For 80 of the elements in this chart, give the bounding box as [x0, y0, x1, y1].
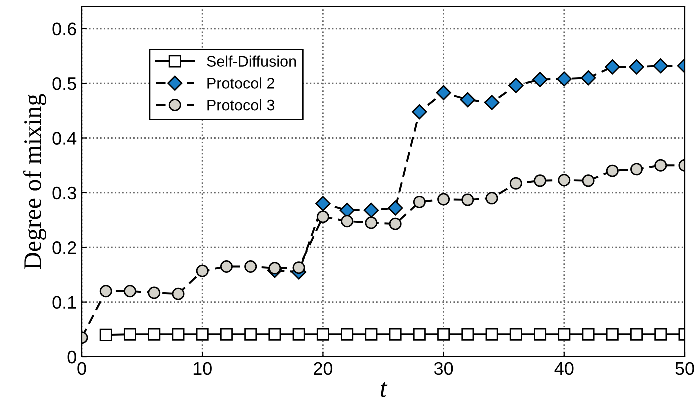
point — [172, 288, 185, 300]
x-tick-label: 50 — [676, 362, 694, 376]
point — [365, 216, 378, 230]
point — [510, 328, 522, 341]
point — [629, 60, 644, 75]
point — [438, 193, 450, 206]
y-tick-label: 0 — [68, 350, 76, 364]
point — [606, 164, 619, 178]
point — [412, 104, 428, 120]
point — [413, 328, 426, 341]
y-tick-label: 0.5 — [52, 77, 76, 90]
point — [436, 85, 452, 100]
point — [196, 328, 209, 341]
point — [172, 328, 185, 341]
point — [534, 174, 547, 188]
point — [124, 285, 136, 298]
point — [148, 328, 161, 341]
point — [100, 328, 112, 342]
point — [462, 194, 474, 206]
point — [316, 328, 330, 341]
point — [244, 260, 258, 274]
point — [268, 328, 282, 341]
point — [654, 328, 668, 341]
point — [558, 328, 571, 341]
point — [365, 328, 378, 341]
point — [316, 196, 331, 212]
y-tick-label: 0.3 — [52, 186, 76, 200]
point — [630, 328, 644, 341]
point — [316, 210, 330, 224]
point — [605, 60, 620, 75]
x-tick-label: 30 — [434, 362, 454, 376]
point — [653, 58, 668, 74]
point — [462, 328, 474, 341]
point — [486, 328, 498, 341]
point — [388, 200, 404, 216]
point — [220, 260, 233, 274]
point — [484, 95, 500, 110]
point — [100, 285, 112, 298]
point — [630, 163, 644, 176]
legend-label: Protocol 2 — [208, 78, 274, 89]
point — [196, 264, 209, 278]
point — [124, 328, 136, 341]
point — [460, 92, 476, 108]
point — [508, 78, 524, 94]
x-tick-label: 20 — [314, 362, 333, 376]
y-tick-label: 0.4 — [52, 132, 77, 145]
point — [534, 328, 547, 341]
x-tick-label: 10 — [194, 362, 212, 376]
y-tick-label: 0.1 — [52, 296, 76, 310]
point — [220, 328, 233, 341]
point — [558, 174, 571, 187]
legend-label: Self-Diffusion — [207, 56, 296, 67]
point — [582, 328, 595, 341]
point — [580, 70, 596, 86]
point — [413, 196, 426, 208]
x-axis-title: t — [380, 382, 388, 398]
point — [341, 328, 354, 341]
y-tick-label: 0.6 — [52, 22, 76, 36]
point — [606, 328, 619, 341]
point — [268, 262, 282, 275]
point — [510, 177, 522, 190]
point — [582, 174, 595, 188]
point — [292, 262, 306, 274]
point — [438, 328, 450, 341]
legend-label: Protocol 3 — [208, 100, 275, 111]
point — [486, 192, 498, 205]
point — [389, 218, 402, 230]
y-tick-label: 0.2 — [52, 242, 76, 254]
point — [244, 328, 258, 341]
point — [292, 328, 306, 341]
point — [654, 159, 668, 172]
point — [364, 202, 380, 218]
point — [389, 328, 402, 341]
x-tick-label: 40 — [554, 362, 574, 376]
point — [341, 215, 354, 228]
point — [532, 72, 548, 88]
x-tick-label: 0 — [78, 362, 86, 376]
point — [556, 72, 572, 87]
point — [148, 286, 161, 300]
y-axis-title: Degree of mixing — [23, 94, 46, 270]
